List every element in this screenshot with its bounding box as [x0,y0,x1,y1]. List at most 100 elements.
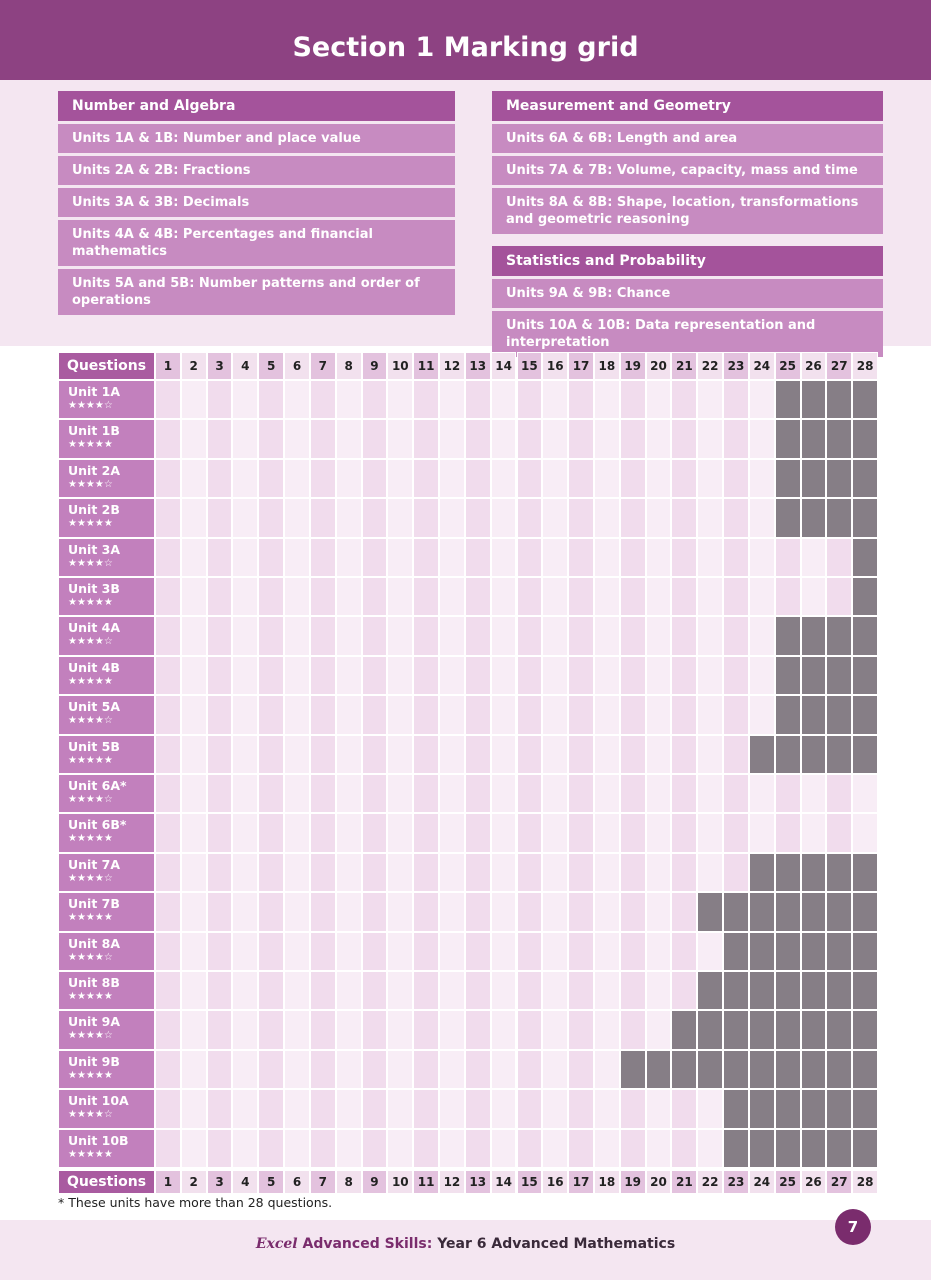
answer-cell [361,1010,388,1050]
answer-cell [645,971,672,1011]
question-number: 23 [723,352,749,380]
unit-name: Unit 6A* [68,778,127,793]
unused-cell [697,1010,724,1050]
unused-cell [852,498,878,538]
answer-cell [309,577,336,617]
answer-cell [155,577,181,617]
unused-cell [800,498,827,538]
answer-cell [490,971,517,1011]
answer-cell [593,1049,620,1090]
answer-cell [826,537,853,577]
unit-stars: ★★★★☆ [68,636,113,648]
answer-cell [284,1010,310,1050]
answer-cell [439,1010,465,1050]
answer-cell [593,931,620,971]
unused-cell [852,616,878,656]
question-number: 18 [593,352,620,380]
answer-cell [335,498,362,538]
unit-label: Unit 7A ★★★★☆ [58,852,155,893]
answer-cell [180,1128,207,1168]
answer-cell [748,380,775,420]
answer-cell [464,577,491,617]
unit-label: Unit 9B ★★★★★ [58,1049,155,1090]
answer-cell [206,734,233,774]
answer-cell [490,1128,517,1168]
answer-cell [697,813,724,853]
answer-cell [361,1128,388,1168]
unused-cell [774,419,801,459]
answer-cell [568,458,594,499]
answer-cell [671,852,698,893]
answer-cell [516,380,543,420]
answer-cell [232,931,259,971]
answer-cell [542,655,569,696]
unused-cell [800,419,827,459]
answer-cell [387,498,414,538]
unused-cell [748,734,775,774]
answer-cell [568,734,594,774]
answer-cell [155,1089,181,1129]
footer-text: Excel Advanced Skills: Year 6 Advanced M… [0,1236,931,1252]
answer-cell [826,774,853,814]
strand-unit: Units 10A & 10B: Data representation and… [492,311,883,357]
answer-cell [542,734,569,774]
answer-cell [542,813,569,853]
answer-cell [361,695,388,735]
answer-cell [309,458,336,499]
answer-cell [568,813,594,853]
answer-cell [155,734,181,774]
answer-cell [180,577,207,617]
answer-cell [258,1089,285,1129]
brand: Excel [255,1236,298,1252]
answer-cell [180,813,207,853]
answer-cell [232,774,259,814]
strand-unit: Units 4A & 4B: Percentages and financial… [58,220,455,266]
answer-cell [258,734,285,774]
unused-cell [852,419,878,459]
question-number: 16 [542,352,569,380]
unused-cell [800,616,827,656]
unused-cell [826,1089,853,1129]
unused-cell [852,458,878,499]
answer-cell [335,1049,362,1090]
answer-cell [387,537,414,577]
answer-cell [671,892,698,932]
answer-cell [723,813,749,853]
answer-cell [516,1049,543,1090]
answer-cell [413,1128,440,1168]
answer-cell [180,774,207,814]
answer-cell [284,971,310,1011]
unused-cell [774,1128,801,1168]
answer-cell [309,1010,336,1050]
unused-cell [774,695,801,735]
answer-cell [490,695,517,735]
answer-cell [258,577,285,617]
answer-cell [206,537,233,577]
answer-cell [258,380,285,420]
unit-label: Unit 10B ★★★★★ [58,1128,155,1168]
answer-cell [464,537,491,577]
answer-cell [387,852,414,893]
answer-cell [180,695,207,735]
answer-cell [180,419,207,459]
answer-cell [568,1049,594,1090]
question-number: 21 [671,1170,698,1194]
answer-cell [852,813,878,853]
answer-cell [697,577,724,617]
answer-cell [361,380,388,420]
unit-name: Unit 4A [68,620,121,636]
answer-cell [542,1128,569,1168]
strand-unit: Units 1A & 1B: Number and place value [58,124,455,153]
answer-cell [258,616,285,656]
unused-cell [723,1128,749,1168]
answer-cell [258,774,285,814]
answer-cell [490,577,517,617]
answer-cell [155,931,181,971]
answer-cell [206,852,233,893]
answer-cell [800,774,827,814]
answer-cell [258,1010,285,1050]
answer-cell [542,419,569,459]
unit-stars: ★★★★☆ [68,1109,113,1121]
answer-cell [335,852,362,893]
answer-cell [335,577,362,617]
